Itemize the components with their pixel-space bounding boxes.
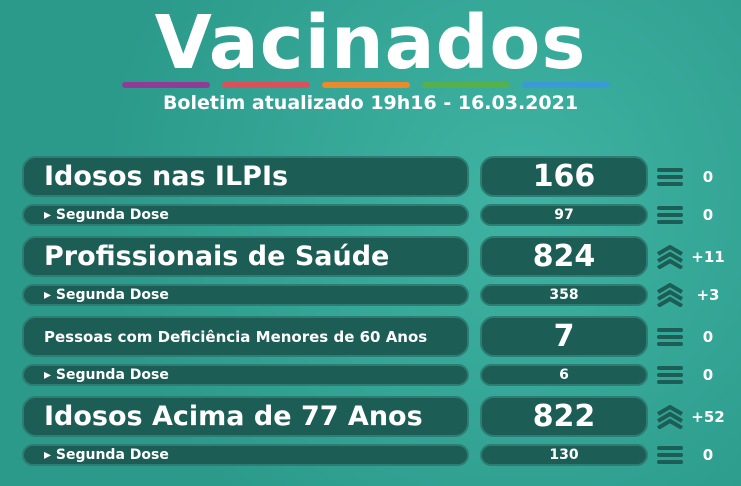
row-change: 0 — [702, 366, 714, 384]
up-icon — [656, 244, 684, 269]
row-value: 6 — [480, 364, 648, 386]
equal-icon — [657, 167, 683, 186]
up-icon — [656, 404, 684, 429]
color-bar — [522, 82, 610, 88]
row-value: 166 — [480, 156, 648, 197]
row-label: Profissionais de Saúde — [22, 236, 469, 277]
color-bar — [222, 82, 310, 88]
row-label: ▸ Segunda Dose — [22, 284, 469, 306]
row-label: ▸ Segunda Dose — [22, 444, 469, 466]
row-value: 824 — [480, 236, 648, 277]
row-change: 0 — [702, 327, 714, 346]
row-value: 97 — [480, 204, 648, 226]
row-value: 358 — [480, 284, 648, 306]
equal-icon — [657, 327, 683, 346]
color-bar — [122, 82, 210, 88]
equal-icon — [657, 206, 683, 224]
title: Vacinados — [154, 0, 587, 86]
subtitle: Boletim atualizado 19h16 - 16.03.2021 — [162, 92, 579, 114]
row-change: +11 — [691, 247, 725, 266]
row-label: ▸ Segunda Dose — [22, 204, 469, 226]
color-bar — [322, 82, 410, 88]
color-bar — [422, 82, 510, 88]
row-change: +3 — [696, 286, 720, 304]
equal-icon — [657, 446, 683, 464]
row-value: 7 — [480, 316, 648, 357]
row-label: Idosos nas ILPIs — [22, 156, 469, 197]
equal-icon — [657, 366, 683, 384]
row-change: 0 — [702, 167, 714, 186]
row-value: 822 — [480, 396, 648, 437]
row-change: 0 — [702, 206, 714, 224]
row-change: 0 — [702, 446, 714, 464]
row-label: Idosos Acima de 77 Anos — [22, 396, 469, 437]
row-label: Pessoas com Deficiência Menores de 60 An… — [22, 316, 469, 357]
row-value: 130 — [480, 444, 648, 466]
up-icon — [656, 283, 684, 307]
row-label: ▸ Segunda Dose — [22, 364, 469, 386]
row-change: +52 — [691, 407, 725, 426]
